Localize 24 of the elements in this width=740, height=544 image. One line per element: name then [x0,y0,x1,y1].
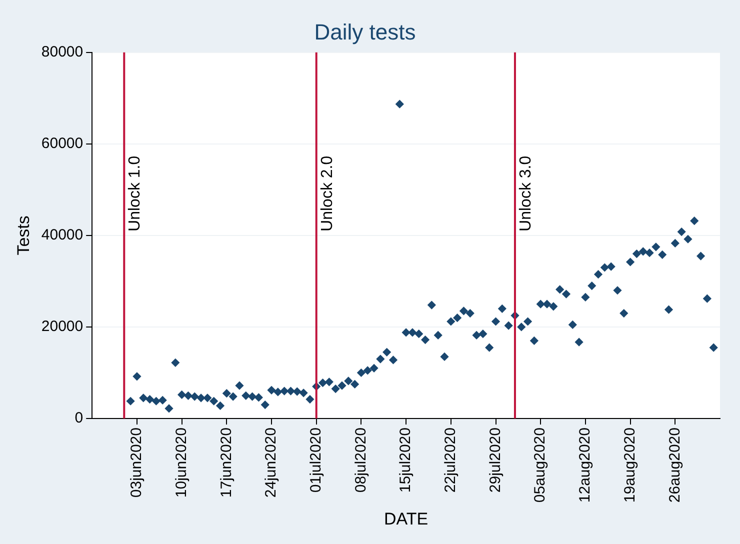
x-tick-label: 19aug2020 [621,428,638,503]
y-tick-label: 20000 [41,318,84,336]
ref-line-label: Unlock 1.0 [126,156,144,232]
x-tick-label: 01jul2020 [308,428,324,493]
x-tick-label: 08jul2020 [352,428,370,493]
y-tick-label: 0 [74,410,84,427]
y-tick-label: 60000 [41,135,84,152]
ref-line-label: Unlock 3.0 [517,156,534,232]
y-tick-label: 40000 [41,226,84,244]
x-tick-label: 05aug2020 [532,428,549,503]
x-tick-label: 24jun2020 [262,428,280,498]
x-tick-label: 22jul2020 [442,428,460,493]
x-tick-label: 17jun2020 [218,428,235,498]
y-axis-title: Tests [14,216,33,256]
x-tick-label: 10jun2020 [172,428,190,498]
x-tick-label: 29jul2020 [486,428,504,493]
x-axis-title: DATE [384,509,428,528]
y-tick-label: 80000 [41,44,84,61]
x-tick-label: 15jul2020 [397,428,414,493]
x-tick-label: 26aug2020 [666,428,684,503]
chart-title: Daily tests [314,19,416,44]
x-tick-label: 03jun2020 [128,428,146,498]
ref-line-label: Unlock 2.0 [318,156,336,232]
x-tick-label: 12aug2020 [576,428,594,503]
